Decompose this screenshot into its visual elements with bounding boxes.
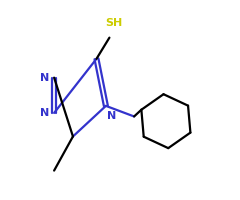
Text: N: N [40,108,49,118]
Text: SH: SH [106,18,123,28]
Text: N: N [40,73,49,83]
Text: N: N [107,111,116,121]
